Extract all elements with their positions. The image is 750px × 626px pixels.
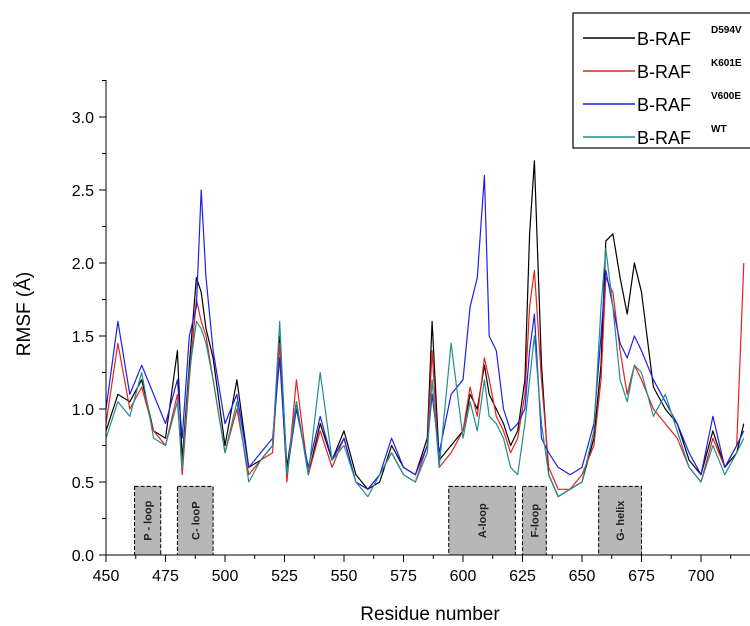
region-boxes: P - loop C- looP A-loop F-loop G- helix (134, 485, 642, 556)
x-tick-label: 500 (212, 568, 239, 585)
x-tick-label: 475 (152, 568, 179, 585)
y-tick-label: 0.0 (72, 548, 94, 565)
x-axis-title: Residue number (360, 604, 500, 625)
series-line (106, 262, 745, 490)
y-tick-label: 1.5 (72, 329, 94, 346)
y-tick-label: 1.0 (72, 402, 94, 419)
region-label: P - loop (143, 500, 155, 540)
x-tick-label: 650 (569, 568, 596, 585)
region-label: A-loop (477, 503, 489, 538)
y-axis-title: RMSF (Å) (14, 272, 35, 356)
legend-superscript: K601E (711, 58, 742, 69)
series-lines (106, 160, 745, 498)
series-line (106, 174, 745, 490)
legend: B-RAF D594V B-RAF K601E B-RAF V600E B-RAF WT (572, 12, 750, 149)
x-tick-label: 575 (390, 568, 417, 585)
legend-superscript: WT (711, 124, 727, 135)
x-tick-label: 550 (331, 568, 358, 585)
axes: 0.0 0.5 1.0 1.5 2.0 2.5 3.0 450 475 500 525 550 575 6… (72, 80, 750, 585)
region-label: G- helix (615, 500, 627, 541)
x-tick-label: 600 (450, 568, 477, 585)
legend-superscript: D594V (711, 25, 742, 36)
legend-label: B-RAF (637, 62, 691, 82)
region-box (134, 485, 162, 556)
x-tick-label: 625 (509, 568, 536, 585)
legend-label: B-RAF (637, 95, 691, 115)
y-tick-label: 2.0 (72, 256, 94, 273)
x-tick-label: 675 (628, 568, 655, 585)
y-tick-label: 3.0 (72, 110, 94, 127)
x-tick-label: 525 (271, 568, 298, 585)
region-label: C- looP (190, 501, 202, 540)
legend-label: B-RAF (637, 29, 691, 49)
series-line (106, 247, 745, 498)
legend-box (572, 12, 750, 149)
region-box (176, 485, 214, 556)
y-tick-label: 2.5 (72, 183, 94, 200)
y-tick-label: 0.5 (72, 475, 94, 492)
series-line (106, 160, 745, 498)
x-tick-label: 450 (93, 568, 120, 585)
legend-superscript: V600E (711, 91, 741, 102)
region-label: F-loop (529, 504, 541, 538)
legend-label: B-RAF (637, 128, 691, 148)
x-tick-label: 700 (688, 568, 715, 585)
